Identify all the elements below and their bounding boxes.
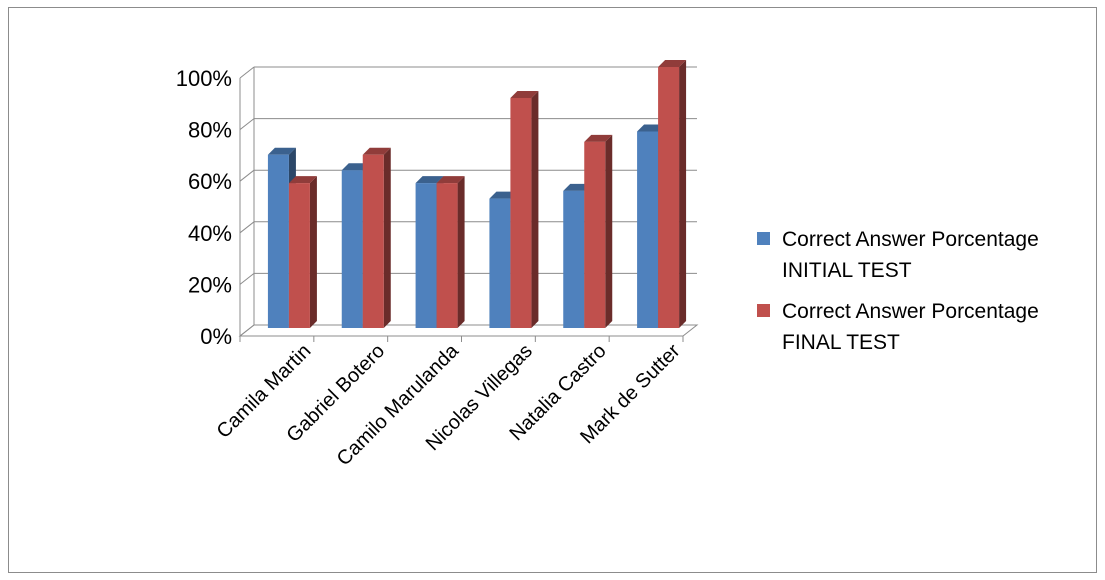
y-tick-label: 0% [200,324,232,349]
gridline-side [239,221,255,234]
legend-item-final-test: Correct Answer Porcentage FINAL TEST [757,296,1102,358]
y-tick-label: 20% [188,272,232,297]
gridline-side [239,169,255,182]
legend-swatch-initial-test [757,232,770,245]
legend-label-initial-test: Correct Answer Porcentage INITIAL TEST [782,228,1039,282]
legend-swatch-final-test [757,304,770,317]
bar-final-test-mark-de-sutter [658,60,687,328]
x-tick-label: Camilo Marulanda [333,339,464,470]
y-tick-label: 100% [176,66,232,91]
gridline-side [239,118,255,130]
legend: Correct Answer Porcentage INITIAL TEST C… [757,224,1102,368]
y-tick-label: 80% [188,118,232,143]
bar-final-test-camila-martin [288,176,317,328]
legend-label-final-test: Correct Answer Porcentage FINAL TEST [782,300,1039,354]
axes [238,67,699,342]
bar-final-test-camilo-marulanda [436,176,465,328]
bar-final-test-gabriel-botero [362,147,391,328]
y-tick-labels: 0% 20% 40% 60% 80% 100% [176,66,232,349]
gridline-side [239,273,255,285]
bar-final-test-nicolas-villegas [510,90,539,329]
y-tick-label: 60% [188,169,232,194]
chart-area [8,7,1097,573]
y-tick-label: 40% [188,221,232,246]
bar-final-test-natalia-castro [584,134,613,328]
legend-item-initial-test: Correct Answer Porcentage INITIAL TEST [757,224,1102,286]
bars [267,60,687,329]
gridline-side [239,66,255,79]
